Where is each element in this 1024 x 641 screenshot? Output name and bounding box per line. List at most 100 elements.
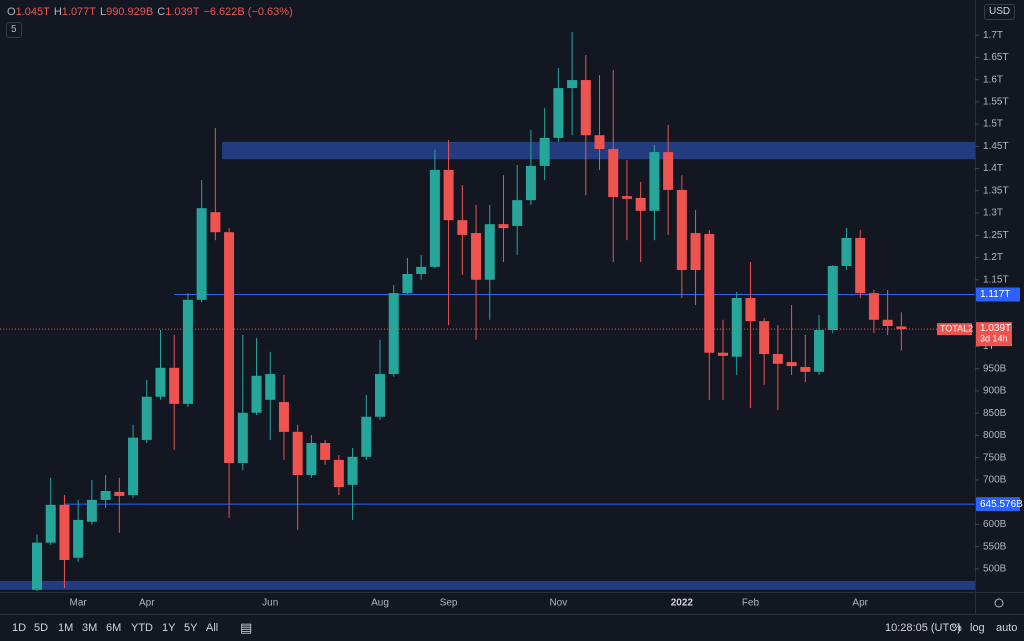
candle-body (498, 224, 509, 229)
symbol-label: TOTAL2 (940, 324, 973, 334)
scale-button[interactable]: % (952, 622, 962, 634)
candle-body (868, 293, 879, 320)
candle-body (594, 135, 605, 150)
candle-body (347, 456, 358, 485)
candle-body (306, 442, 317, 476)
candle-body (375, 374, 385, 417)
level-label-bg (976, 287, 1020, 302)
range-button[interactable]: 1M (58, 622, 74, 634)
candle-body (169, 367, 180, 404)
x-tick-label: Sep (440, 598, 458, 609)
y-tick-label: 950B (983, 363, 1007, 374)
candle-body (210, 212, 221, 233)
y-tick-label: 1.5T (983, 119, 1003, 130)
candle-body (731, 298, 742, 357)
candle-body (539, 137, 550, 166)
range-button[interactable]: 1Y (162, 622, 176, 634)
y-tick-label: 850B (983, 408, 1007, 419)
ohlc-key: C (157, 6, 166, 18)
level-label: 645.576B (980, 499, 1023, 510)
date-range-icon[interactable]: ▤ (240, 620, 253, 635)
x-tick-label: 2022 (671, 598, 694, 609)
level-label-bg (976, 497, 1020, 512)
range-button[interactable]: 5Y (184, 622, 198, 634)
range-button[interactable]: 1D (12, 622, 27, 634)
indicator-count[interactable]: 5 (6, 22, 22, 38)
countdown: 3d 14h (980, 334, 1008, 344)
candle-body (649, 152, 660, 211)
y-tick-label: 1.65T (983, 52, 1009, 63)
candle-body (59, 504, 70, 560)
zone (0, 580, 975, 590)
y-tick-label: 1.4T (983, 163, 1003, 174)
x-tick-label: Mar (70, 598, 88, 609)
change: −6.622B (−0.63%) (203, 6, 293, 18)
y-tick-label: 1.45T (983, 141, 1009, 152)
ohlc-value: 1.039T (165, 6, 200, 18)
candle-body (416, 266, 427, 274)
candle-body (512, 200, 523, 226)
last-price-label: 1.039T (980, 323, 1011, 334)
x-tick-label: Jun (262, 598, 278, 609)
candle-body (141, 396, 152, 440)
clock: 10:28:05 (UTC) (885, 622, 961, 634)
range-button[interactable]: 5D (34, 622, 49, 634)
candle-body (73, 519, 84, 558)
ohlc-key: L (100, 6, 107, 18)
candle-body (676, 189, 687, 270)
candle-body (128, 437, 139, 496)
candle-body (841, 237, 852, 266)
y-tick-label: 1.3T (983, 208, 1003, 219)
candle-body (457, 220, 468, 235)
candle-body (333, 459, 344, 488)
candle-body (635, 197, 646, 211)
scale-button[interactable]: auto (996, 622, 1018, 634)
candle-body (827, 265, 838, 331)
last-price-bg (976, 322, 1012, 347)
y-tick-label: 550B (983, 541, 1007, 552)
ohlc-legend: O1.045T H1.077T L990.929B C1.039T −6.622B (−… (7, 6, 297, 18)
candle-body (182, 299, 193, 404)
range-button[interactable]: 6M (106, 622, 122, 634)
settings-icon[interactable] (994, 598, 1004, 608)
candle-body (471, 233, 482, 280)
candle-body (361, 416, 372, 457)
candle-body (155, 367, 166, 397)
y-tick-label: 1.55T (983, 96, 1009, 107)
candle-body (100, 491, 111, 500)
y-tick-label: 600B (983, 519, 1007, 530)
candle-body (196, 208, 207, 300)
candle-body (663, 152, 674, 190)
candle-body (388, 293, 399, 375)
candle-body (690, 233, 701, 270)
candle-body (237, 412, 248, 464)
candle-body (429, 169, 440, 267)
ohlc-value: 990.929B (106, 6, 154, 18)
plot-background (0, 0, 975, 592)
range-button[interactable]: All (206, 622, 219, 634)
range-button[interactable]: YTD (131, 622, 153, 634)
level-label: 1.117T (980, 289, 1010, 300)
candle-body (759, 321, 770, 355)
candle-body (621, 196, 632, 199)
y-tick-label: 500B (983, 564, 1007, 575)
x-tick-label: Apr (139, 598, 155, 609)
ohlc-key: H (53, 6, 62, 18)
candle-body (114, 491, 125, 496)
candle-body (567, 80, 578, 89)
scale-button[interactable]: log (970, 622, 985, 634)
candle-body (580, 80, 591, 136)
candle-body (278, 402, 289, 432)
candle-body (32, 542, 42, 590)
y-tick-label: 800B (983, 430, 1007, 441)
y-tick-label: 1.15T (983, 274, 1009, 285)
candle-body (443, 169, 454, 221)
candle-body (814, 330, 825, 372)
currency[interactable]: USD (984, 4, 1016, 20)
candle-body (292, 431, 303, 476)
range-button[interactable]: 3M (82, 622, 98, 634)
x-tick-label: Apr (852, 598, 868, 609)
y-tick-label: 750B (983, 452, 1007, 463)
candle-body (718, 352, 728, 356)
